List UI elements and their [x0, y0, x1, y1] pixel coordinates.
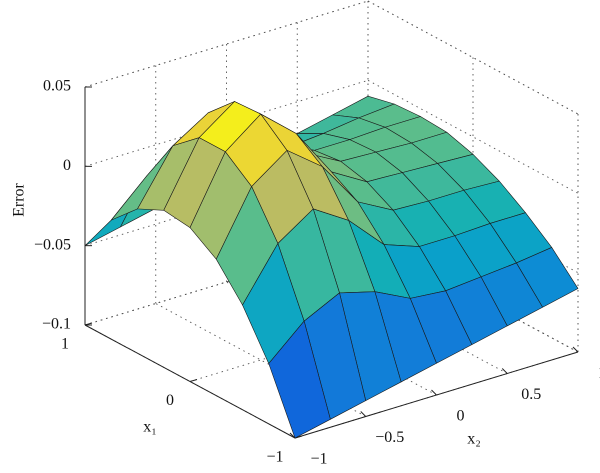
x2-axis-label: x₂: [467, 431, 481, 448]
x2-tick: [360, 411, 367, 417]
surface-patch: [268, 320, 331, 439]
z-tick-label: 0: [63, 157, 71, 174]
x2-tick-label: 1: [598, 365, 600, 382]
x1-tick: [84, 322, 93, 326]
x2-tick-label: 0: [457, 408, 465, 425]
z-tick-label: 0.05: [43, 78, 71, 95]
grid-line: [367, 0, 579, 115]
x2-tick: [572, 346, 579, 353]
grid-line: [367, 79, 579, 194]
x2-tick-label: 0.5: [521, 386, 541, 403]
z-tick-label: −0.05: [34, 236, 71, 253]
x2-tick-label: −1: [310, 451, 327, 468]
z-tick-label: −0.1: [42, 316, 71, 333]
x2-tick: [501, 368, 508, 374]
x2-tick: [289, 432, 296, 439]
x1-axis-label: x₁: [143, 419, 157, 436]
x1-tick-label: −1: [266, 449, 283, 466]
x1-tick-label: 0: [166, 392, 174, 409]
x1-tick: [189, 379, 198, 382]
x1-tick-label: 1: [61, 336, 69, 353]
z-axis-label: Error: [11, 182, 28, 216]
x2-tick: [431, 389, 437, 396]
x2-tick-label: −0.5: [375, 429, 404, 446]
